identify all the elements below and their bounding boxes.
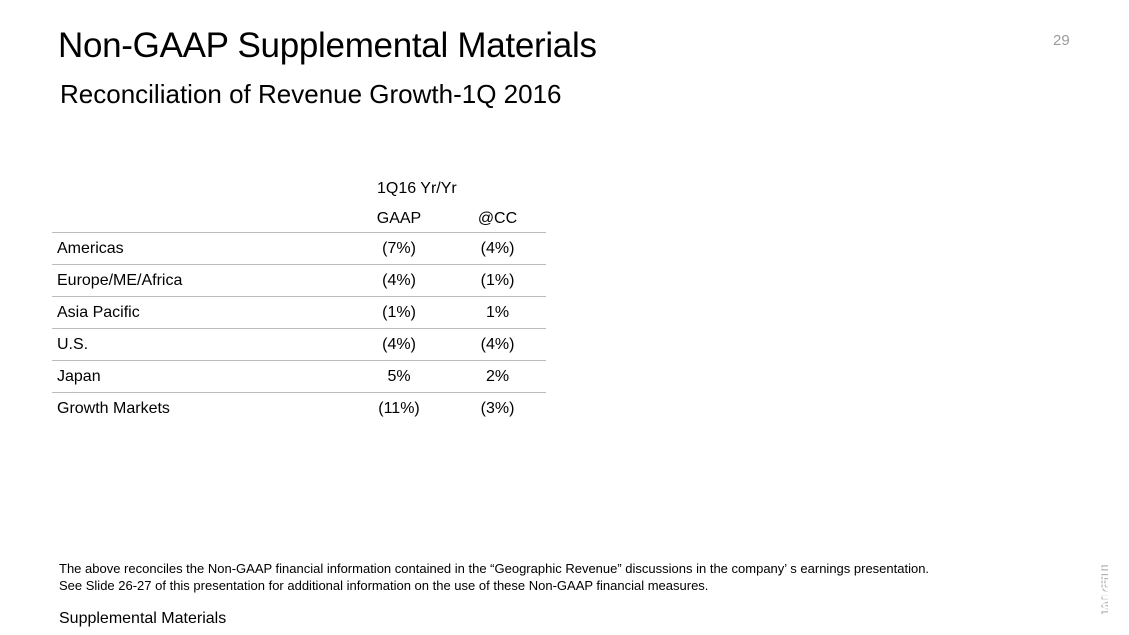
row-gaap-value: (4%) (382, 272, 416, 289)
revenue-growth-table: 1Q16 Yr/Yr GAAP @CC Americas (7%) (4%) E… (52, 178, 546, 424)
footer-label: Supplemental Materials (59, 610, 227, 627)
row-gaap-value: (1%) (382, 304, 416, 321)
row-gaap-value: (7%) (382, 240, 416, 257)
table-row: Growth Markets (11%) (3%) (52, 392, 546, 424)
table-row: Americas (7%) (4%) (52, 232, 546, 264)
table-group-header: 1Q16 Yr/Yr (52, 178, 546, 200)
row-label: Asia Pacific (57, 304, 140, 321)
row-gaap-value: 5% (387, 368, 411, 385)
row-label: Europe/ME/Africa (57, 272, 183, 289)
row-label: Americas (57, 240, 124, 257)
row-cc-value: 1% (485, 304, 510, 321)
column-header-gaap: GAAP (376, 210, 422, 227)
page-number: 29 (1053, 32, 1070, 49)
column-header-cc: @CC (477, 210, 518, 227)
footnote-line-1: The above reconciles the Non-GAAP financ… (59, 561, 930, 576)
row-gaap-value: (11%) (378, 400, 420, 417)
table-row: Europe/ME/Africa (4%) (1%) (52, 264, 546, 296)
row-cc-value: (1%) (480, 272, 515, 289)
footnote-line-2: See Slide 26-27 of this presentation for… (59, 577, 709, 593)
row-label: Growth Markets (57, 400, 170, 417)
row-cc-value: (4%) (480, 336, 515, 353)
slide-title: Non-GAAP Supplemental Materials (58, 26, 597, 65)
table-row: Asia Pacific (1%) 1% (52, 296, 546, 328)
row-cc-value: (4%) (480, 240, 515, 257)
row-gaap-value: (4%) (382, 336, 416, 353)
ibm-logo: IBM (1072, 563, 1108, 614)
row-cc-value: 2% (485, 368, 510, 385)
slide-subtitle: Reconciliation of Revenue Growth-1Q 2016 (60, 79, 562, 109)
row-label: U.S. (57, 336, 89, 353)
group-header-label: 1Q16 Yr/Yr (377, 180, 457, 197)
row-cc-value: (3%) (480, 400, 515, 417)
table-column-headers: GAAP @CC (52, 200, 546, 232)
row-label: Japan (57, 368, 101, 385)
table-row: U.S. (4%) (4%) (52, 328, 546, 360)
footnote: The above reconciles the Non-GAAP financ… (59, 561, 929, 594)
table-row: Japan 5% 2% (52, 360, 546, 392)
